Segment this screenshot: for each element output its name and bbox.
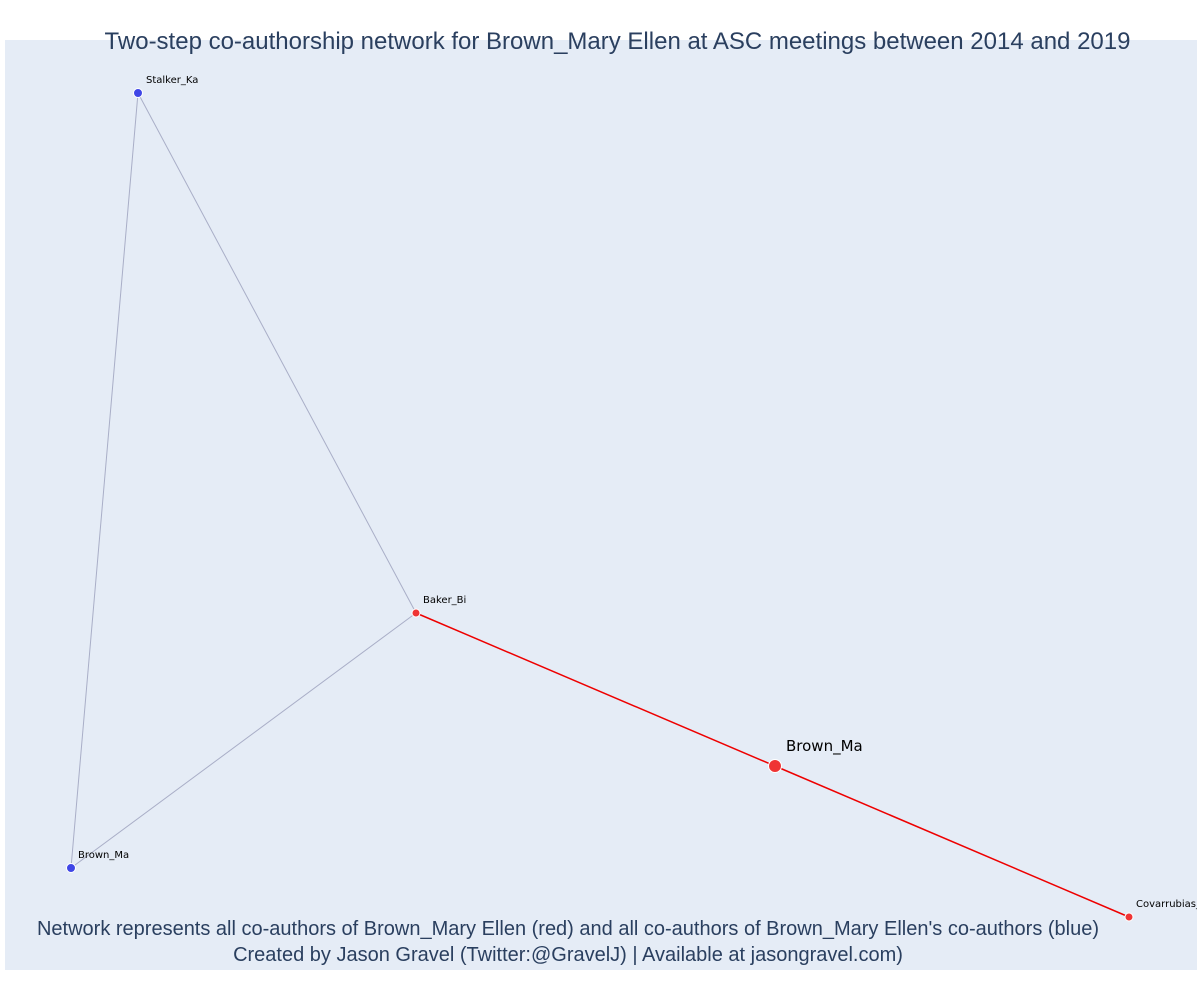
- edge-brown2-baker: [70, 612, 417, 869]
- network-graph: Stalker_Ka Baker_Bi Brown_Ma Brown_Ma Covarr…: [5, 40, 1200, 970]
- node-baker[interactable]: [411, 608, 421, 618]
- caption-line-2: Created by Jason Gravel (Twitter:@Gravel…: [233, 944, 903, 966]
- edges-layer: [70, 92, 1130, 918]
- node-covarrubias[interactable]: [1124, 912, 1134, 922]
- edge-stalker-brown2: [70, 92, 139, 869]
- edge-baker-ego: [415, 612, 776, 767]
- labels-layer: Stalker_Ka Baker_Bi Brown_Ma Brown_Ma Covarr…: [78, 75, 1200, 910]
- edge-ego-covarrubias: [774, 765, 1130, 918]
- node-ego[interactable]: [768, 759, 782, 773]
- node-label-stalker: Stalker_Ka: [146, 75, 198, 86]
- plot-area: Stalker_Ka Baker_Bi Brown_Ma Brown_Ma Covarr…: [5, 40, 1200, 970]
- node-label-brown2: Brown_Ma: [78, 850, 129, 861]
- edge-stalker-baker: [137, 92, 417, 614]
- node-brown2[interactable]: [66, 863, 76, 873]
- node-label-baker: Baker_Bi: [423, 595, 466, 606]
- node-label-ego: Brown_Ma: [786, 737, 863, 756]
- caption-line-1: Network represents all co-authors of Bro…: [36, 918, 1100, 940]
- chart-title: Two-step co-authorship network for Brown…: [104, 28, 1131, 55]
- node-label-covarrubias: Covarrubias_: [1136, 899, 1197, 910]
- plot-background: [5, 40, 1197, 970]
- node-stalker[interactable]: [133, 88, 143, 98]
- nodes-layer: [66, 88, 1134, 922]
